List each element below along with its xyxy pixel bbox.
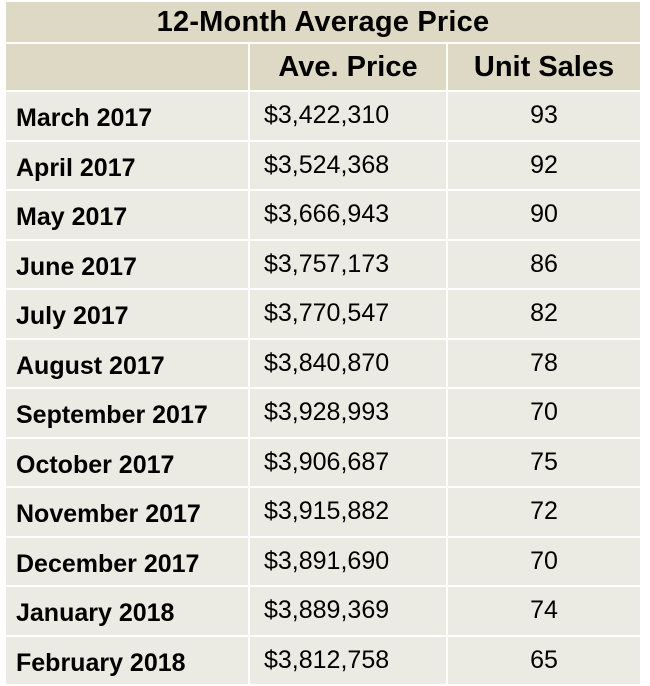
unit-sales-cell: 70 (448, 389, 640, 437)
unit-sales-cell: 86 (448, 240, 640, 288)
price-table-container: 12-Month Average Price Ave. Price Unit S… (6, 2, 640, 684)
table-row: May 2017 $3,666,943 90 (6, 191, 640, 239)
unit-sales-cell: 70 (448, 537, 640, 585)
month-cell: March 2017 (6, 92, 248, 140)
ave-price-cell: $3,666,943 (250, 191, 446, 239)
month-cell: February 2018 (6, 636, 248, 684)
ave-price-cell: $3,757,173 (250, 240, 446, 288)
table-row: March 2017 $3,422,310 93 (6, 92, 640, 140)
header-row: Ave. Price Unit Sales (6, 44, 640, 90)
title-row: 12-Month Average Price (6, 2, 640, 42)
table-row: April 2017 $3,524,368 92 (6, 141, 640, 189)
month-cell: September 2017 (6, 389, 248, 437)
header-ave-price: Ave. Price (250, 44, 446, 90)
month-cell: August 2017 (6, 339, 248, 387)
unit-sales-cell: 82 (448, 290, 640, 338)
table-row: January 2018 $3,889,369 74 (6, 587, 640, 635)
table-row: September 2017 $3,928,993 70 (6, 389, 640, 437)
unit-sales-cell: 90 (448, 191, 640, 239)
unit-sales-cell: 65 (448, 636, 640, 684)
header-unit-sales: Unit Sales (448, 44, 640, 90)
ave-price-cell: $3,812,758 (250, 636, 446, 684)
table-row: June 2017 $3,757,173 86 (6, 240, 640, 288)
unit-sales-cell: 75 (448, 438, 640, 486)
month-cell: December 2017 (6, 537, 248, 585)
ave-price-cell: $3,889,369 (250, 587, 446, 635)
price-table: 12-Month Average Price Ave. Price Unit S… (4, 0, 642, 686)
ave-price-cell: $3,770,547 (250, 290, 446, 338)
unit-sales-cell: 78 (448, 339, 640, 387)
ave-price-cell: $3,840,870 (250, 339, 446, 387)
month-cell: November 2017 (6, 488, 248, 536)
unit-sales-cell: 93 (448, 92, 640, 140)
month-cell: June 2017 (6, 240, 248, 288)
table-row: December 2017 $3,891,690 70 (6, 537, 640, 585)
unit-sales-cell: 74 (448, 587, 640, 635)
ave-price-cell: $3,891,690 (250, 537, 446, 585)
ave-price-cell: $3,906,687 (250, 438, 446, 486)
header-month (6, 44, 248, 90)
table-row: October 2017 $3,906,687 75 (6, 438, 640, 486)
month-cell: April 2017 (6, 141, 248, 189)
month-cell: October 2017 (6, 438, 248, 486)
table-row: July 2017 $3,770,547 82 (6, 290, 640, 338)
table-title: 12-Month Average Price (6, 2, 640, 42)
ave-price-cell: $3,524,368 (250, 141, 446, 189)
table-body: March 2017 $3,422,310 93 April 2017 $3,524,3… (6, 92, 640, 684)
ave-price-cell: $3,422,310 (250, 92, 446, 140)
ave-price-cell: $3,915,882 (250, 488, 446, 536)
ave-price-cell: $3,928,993 (250, 389, 446, 437)
month-cell: May 2017 (6, 191, 248, 239)
unit-sales-cell: 92 (448, 141, 640, 189)
table-row: February 2018 $3,812,758 65 (6, 636, 640, 684)
table-row: November 2017 $3,915,882 72 (6, 488, 640, 536)
table-row: August 2017 $3,840,870 78 (6, 339, 640, 387)
month-cell: July 2017 (6, 290, 248, 338)
unit-sales-cell: 72 (448, 488, 640, 536)
month-cell: January 2018 (6, 587, 248, 635)
